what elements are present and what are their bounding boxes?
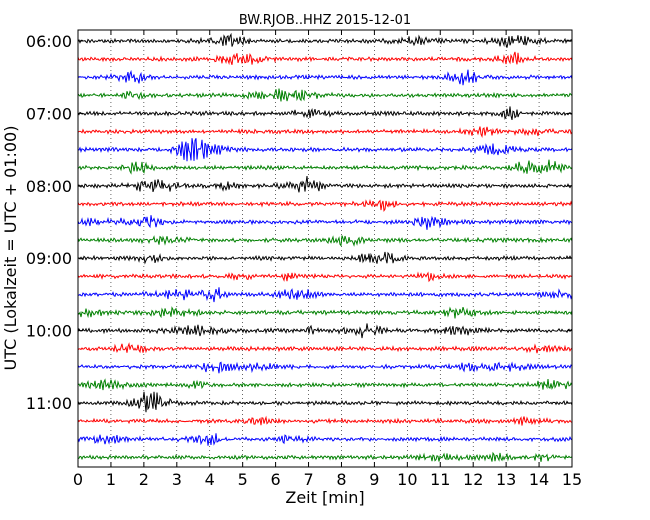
trace-5 bbox=[77, 106, 573, 121]
trace-14 bbox=[77, 271, 573, 283]
x-tick-label: 0 bbox=[73, 470, 83, 489]
x-tick-label: 1 bbox=[106, 470, 116, 489]
trace-15 bbox=[77, 287, 573, 303]
trace-11 bbox=[77, 215, 573, 230]
x-tick-label: 15 bbox=[562, 470, 582, 489]
y-tick-label: 06:00 bbox=[26, 32, 72, 51]
trace-12 bbox=[77, 235, 573, 247]
x-tick-label: 6 bbox=[271, 470, 281, 489]
trace-17 bbox=[77, 323, 573, 339]
trace-1 bbox=[77, 32, 573, 48]
y-tick-label: 07:00 bbox=[26, 104, 72, 123]
trace-3 bbox=[77, 69, 573, 86]
x-tick-label: 4 bbox=[205, 470, 215, 489]
trace-7 bbox=[77, 138, 573, 162]
y-tick-label: 09:00 bbox=[26, 249, 72, 268]
chart-title: BW.RJOB..HHZ 2015-12-01 bbox=[239, 13, 411, 28]
y-axis: 06:00 07:00 08:00 09:00 10:00 11:00 bbox=[26, 32, 572, 413]
x-tick-label: 3 bbox=[172, 470, 182, 489]
trace-13 bbox=[77, 251, 573, 265]
trace-9 bbox=[77, 176, 573, 193]
x-axis-title: Zeit [min] bbox=[285, 488, 364, 507]
trace-10 bbox=[77, 198, 573, 212]
x-tick-label: 10 bbox=[397, 470, 417, 489]
x-tick-label: 12 bbox=[463, 470, 483, 489]
x-tick-label: 9 bbox=[369, 470, 379, 489]
x-tick-label: 2 bbox=[139, 470, 149, 489]
trace-16 bbox=[77, 306, 573, 319]
x-tick-label: 8 bbox=[336, 470, 346, 489]
trace-24 bbox=[77, 451, 573, 462]
x-tick-label: 11 bbox=[430, 470, 450, 489]
y-axis-title: UTC (Lokalzeit = UTC + 01:00) bbox=[1, 126, 20, 371]
trace-8 bbox=[77, 159, 573, 175]
y-tick-label: 08:00 bbox=[26, 177, 72, 196]
trace-19 bbox=[77, 361, 573, 374]
x-tick-label: 5 bbox=[238, 470, 248, 489]
trace-21 bbox=[77, 391, 573, 413]
trace-2 bbox=[77, 51, 573, 66]
trace-18 bbox=[77, 342, 573, 354]
trace-6 bbox=[77, 126, 573, 139]
x-axis: 0 1 2 3 4 5 6 7 8 9 10 11 12 13 14 15 bbox=[73, 30, 582, 489]
traces bbox=[77, 32, 573, 462]
plot-frame bbox=[77, 29, 573, 468]
x-tick-label: 14 bbox=[529, 470, 549, 489]
x-tick-label: 7 bbox=[303, 470, 313, 489]
trace-22 bbox=[77, 415, 573, 426]
trace-23 bbox=[77, 433, 573, 446]
y-tick-label: 10:00 bbox=[26, 322, 72, 341]
x-tick-label: 13 bbox=[496, 470, 516, 489]
y-tick-label: 11:00 bbox=[26, 394, 72, 413]
trace-20 bbox=[77, 378, 573, 391]
trace-4 bbox=[77, 88, 573, 102]
